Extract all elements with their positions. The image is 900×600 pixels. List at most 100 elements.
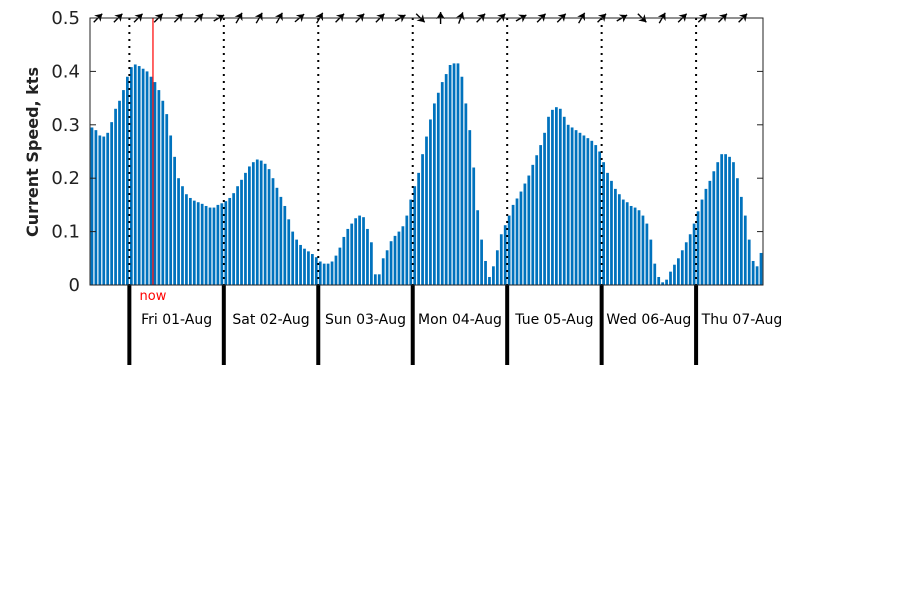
speed-bar: [129, 67, 133, 285]
speed-bar: [303, 248, 306, 285]
speed-bar: [212, 207, 216, 285]
speed-bar: [436, 92, 440, 285]
speed-bar: [736, 178, 739, 285]
y-tick-label: 0.1: [51, 222, 80, 243]
speed-bar: [208, 207, 212, 285]
speed-bar: [661, 282, 665, 285]
speed-bar: [602, 162, 605, 285]
speed-bar: [377, 274, 381, 285]
speed-bar: [389, 241, 393, 285]
speed-bar: [157, 90, 161, 285]
speed-bar: [373, 274, 377, 285]
speed-bar: [173, 156, 176, 285]
speed-bar: [606, 172, 609, 285]
speed-bar: [759, 252, 763, 285]
speed-bar: [90, 127, 94, 285]
speed-bar: [224, 201, 228, 285]
speed-bar: [251, 162, 255, 285]
speed-bar: [228, 197, 232, 285]
speed-bar: [358, 215, 361, 285]
speed-bar: [637, 210, 641, 285]
speed-bar: [468, 130, 472, 285]
speed-bar: [566, 124, 570, 285]
speed-bar: [314, 257, 318, 285]
speed-bar: [598, 151, 602, 285]
day-label: Thu 07-Aug: [701, 312, 783, 328]
speed-bar: [200, 203, 204, 285]
speed-bar: [98, 135, 102, 285]
y-axis-label: Current Speed, kts: [23, 67, 42, 237]
speed-bar: [244, 172, 247, 285]
speed-bar: [617, 194, 621, 285]
speed-bar: [751, 260, 755, 285]
plot-frame: [89, 17, 764, 286]
speed-bar: [708, 180, 712, 285]
speed-bar: [543, 132, 546, 285]
speed-bar: [480, 239, 483, 285]
day-labels: Fri 01-Aug Sat 02-Aug Sun 03-Aug Mon 04-Aug…: [141, 312, 782, 328]
day-label: Tue 05-Aug: [514, 312, 593, 328]
speed-bar: [421, 154, 424, 285]
speed-bar: [448, 64, 452, 286]
speed-bar: [747, 239, 751, 285]
speed-bar: [684, 242, 688, 285]
speed-bar: [153, 82, 157, 285]
speed-bar: [409, 199, 413, 285]
speed-bar: [440, 82, 444, 285]
speed-bar: [499, 234, 503, 285]
speed-bar: [295, 239, 298, 285]
day-label: Sun 03-Aug: [325, 312, 406, 328]
speed-bar: [507, 215, 511, 285]
day-label: Wed 06-Aug: [606, 312, 691, 328]
speed-bar: [570, 127, 574, 285]
y-tick-label: 0.3: [51, 115, 80, 136]
speed-bar: [625, 202, 629, 285]
speed-bar: [362, 217, 365, 285]
day-label: Sat 02-Aug: [232, 312, 309, 328]
speed-bar: [484, 260, 487, 285]
speed-bar: [586, 138, 590, 285]
speed-bar: [724, 154, 727, 285]
y-tick-label: 0.2: [51, 168, 80, 189]
speed-bar: [641, 215, 645, 285]
speed-bar: [488, 276, 491, 285]
speed-bar: [185, 194, 188, 285]
speed-bar: [680, 250, 684, 285]
speed-bar: [126, 76, 129, 286]
speed-bar: [401, 226, 405, 285]
speed-bar: [523, 183, 527, 285]
y-tick-label: 0.4: [51, 61, 80, 82]
speed-bar: [728, 156, 731, 285]
speed-bar: [165, 114, 169, 286]
speed-bar: [283, 205, 287, 285]
speed-bar: [267, 169, 271, 285]
y-tick-label: 0: [69, 275, 80, 296]
speed-bar: [263, 163, 267, 285]
speed-bar: [696, 211, 700, 285]
y-tick-label: 0.5: [51, 8, 80, 29]
speed-bar: [527, 175, 531, 285]
speed-bar: [594, 145, 598, 285]
now-label: now: [140, 289, 167, 304]
speed-bar: [688, 234, 692, 285]
speed-bar: [562, 116, 566, 285]
speed-bar: [515, 198, 519, 285]
speed-bar: [94, 130, 98, 285]
speed-bar: [106, 132, 110, 285]
speed-bar: [732, 162, 735, 285]
speed-bar: [665, 279, 668, 285]
speed-bar: [692, 223, 696, 285]
speed-bar: [712, 171, 716, 285]
speed-bar: [405, 215, 409, 285]
speed-bar: [621, 199, 625, 285]
speed-bar: [539, 145, 543, 285]
speed-bar: [307, 251, 310, 285]
speed-bar: [133, 64, 137, 286]
speed-bar: [381, 258, 385, 285]
speed-bar: [275, 187, 279, 285]
speed-bar: [338, 247, 342, 285]
speed-bar: [393, 235, 397, 285]
speed-bar: [743, 215, 747, 285]
speed-bar: [590, 140, 594, 285]
